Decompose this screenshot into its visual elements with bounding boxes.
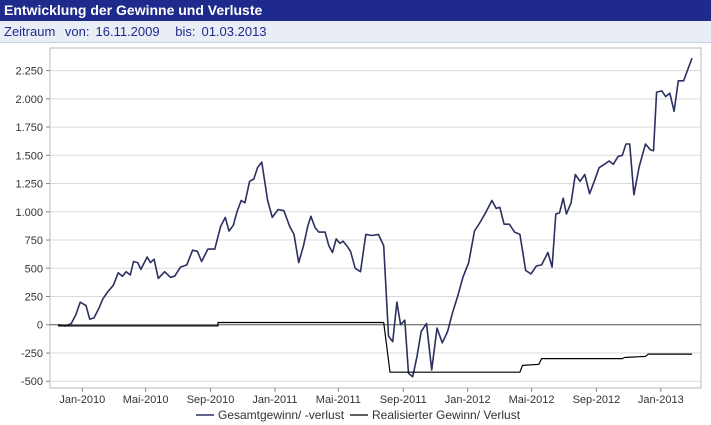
x-tick-label: Sep-2011 — [380, 394, 427, 406]
series-line-realized — [58, 321, 692, 373]
y-tick-label: -500 — [21, 376, 43, 388]
legend-label-total: Gesamtgewinn/ -verlust — [218, 408, 345, 422]
series-line-total — [57, 57, 693, 378]
y-tick-label: 1.750 — [15, 122, 43, 134]
y-tick-label: 1.000 — [15, 207, 43, 219]
to-date: 01.03.2013 — [201, 24, 267, 39]
from-label: von: — [64, 24, 90, 39]
y-tick-label: 1.250 — [15, 179, 43, 191]
grid-lines — [50, 70, 701, 382]
period-bar: Zeitraum von: 16.11.2009 bis: 01.03.2013 — [0, 21, 711, 43]
y-tick-label: 2.250 — [15, 66, 43, 78]
y-tick-label: -250 — [21, 348, 43, 360]
x-tick-label: Sep-2010 — [187, 394, 235, 406]
x-tick-label: Jan-2013 — [638, 394, 684, 406]
profit-loss-chart: -500 -250 0 250 500 750 1.000 1.250 1.500 1.750 2.… — [15, 47, 702, 422]
y-tick-label: 0 — [37, 320, 43, 332]
x-tick-label: Sep-2012 — [573, 394, 621, 406]
y-tick-label: 750 — [25, 235, 43, 247]
x-tick-label: Mai-2010 — [123, 394, 169, 406]
plot-area — [49, 47, 702, 389]
y-tick-label: 2.000 — [15, 94, 43, 106]
legend-label-realized: Realisierter Gewinn/ Verlust — [372, 408, 521, 422]
y-tick-label: 250 — [25, 292, 43, 304]
x-tick-label: Jan-2010 — [59, 394, 105, 406]
x-tick-label: Mai-2011 — [316, 394, 361, 406]
to-label: bis: — [175, 24, 196, 39]
legend: Gesamtgewinn/ -verlust Realisierter Gewi… — [196, 408, 521, 422]
y-tick-label: 500 — [25, 263, 43, 275]
from-date: 16.11.2009 — [95, 24, 160, 39]
x-tick-label: Jan-2012 — [445, 394, 491, 406]
y-tick-label: 1.500 — [15, 150, 43, 162]
x-tick-label: Jan-2011 — [252, 394, 297, 406]
y-axis: -500 -250 0 250 500 750 1.000 1.250 1.500 1.750 2.… — [15, 66, 50, 388]
chart-title-bar: Entwicklung der Gewinne und Verluste — [0, 0, 711, 21]
x-axis: Jan-2010 Mai-2010 Sep-2010 Jan-2011 Mai-2011… — [59, 388, 684, 406]
x-tick-label: Mai-2012 — [509, 394, 555, 406]
series-lines — [57, 57, 693, 378]
chart-title: Entwicklung der Gewinne und Verluste — [4, 2, 263, 18]
period-label: Zeitraum — [4, 24, 56, 39]
